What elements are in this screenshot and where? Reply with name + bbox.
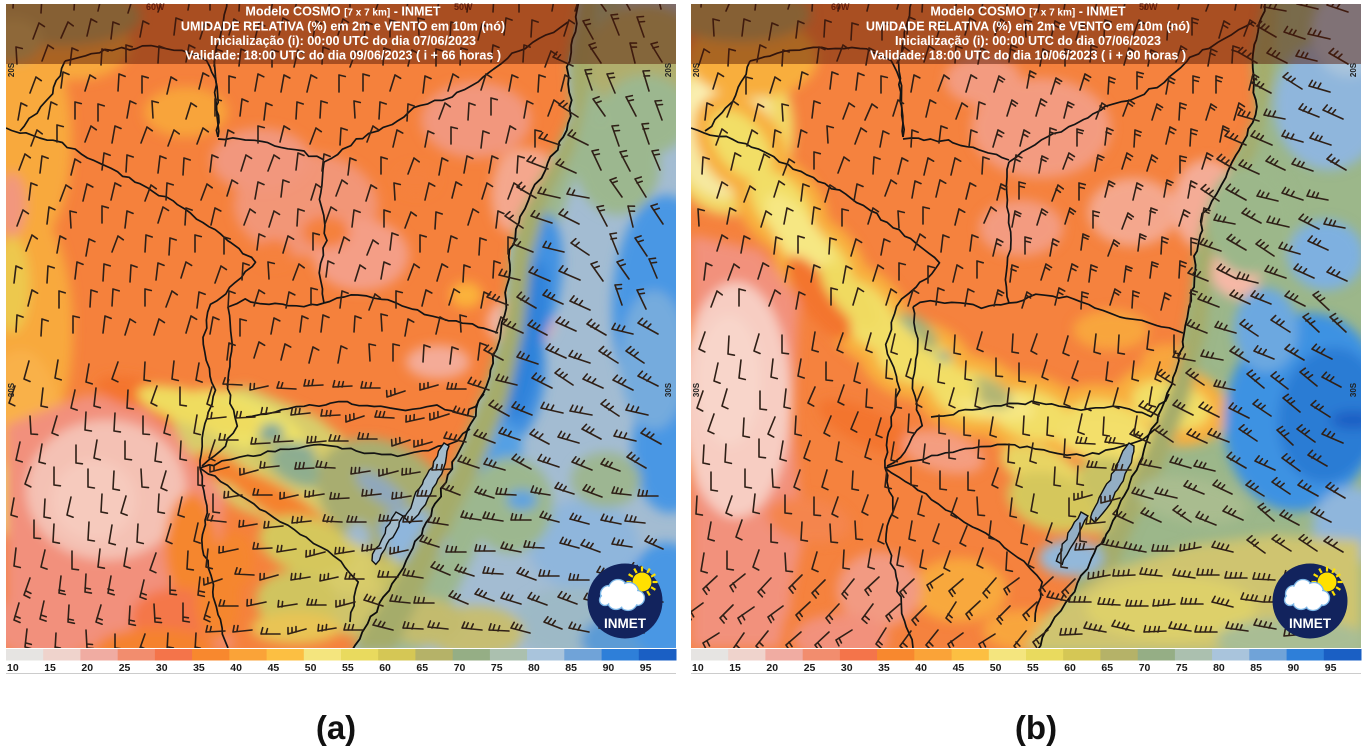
svg-text:10: 10 — [7, 662, 19, 674]
svg-text:20: 20 — [766, 662, 778, 674]
svg-text:20: 20 — [81, 662, 93, 674]
svg-text:90: 90 — [1288, 662, 1300, 674]
svg-text:60: 60 — [379, 662, 391, 674]
svg-text:50: 50 — [305, 662, 317, 674]
svg-text:(a): (a) — [316, 709, 356, 746]
svg-text:50W: 50W — [454, 2, 473, 12]
svg-text:75: 75 — [1176, 662, 1188, 674]
svg-text:Inicialização (i): 00:00 UTC d: Inicialização (i): 00:00 UTC do dia 07/0… — [895, 34, 1161, 48]
svg-text:30S: 30S — [664, 382, 673, 397]
svg-text:25: 25 — [119, 662, 131, 674]
svg-text:65: 65 — [1101, 662, 1113, 674]
svg-text:15: 15 — [729, 662, 741, 674]
svg-text:75: 75 — [491, 662, 503, 674]
svg-text:95: 95 — [1325, 662, 1337, 674]
svg-text:85: 85 — [565, 662, 577, 674]
svg-text:Modelo COSMO [7 x 7 km] - INME: Modelo COSMO [7 x 7 km] - INMET — [245, 5, 440, 19]
svg-text:30: 30 — [841, 662, 853, 674]
svg-text:60W: 60W — [146, 2, 165, 12]
svg-text:50: 50 — [990, 662, 1002, 674]
svg-text:45: 45 — [268, 662, 280, 674]
svg-text:20S: 20S — [1349, 62, 1358, 77]
svg-text:55: 55 — [1027, 662, 1039, 674]
svg-text:85: 85 — [1250, 662, 1262, 674]
svg-text:40: 40 — [915, 662, 927, 674]
svg-text:90: 90 — [603, 662, 615, 674]
svg-text:INMET: INMET — [604, 616, 647, 631]
svg-text:30: 30 — [156, 662, 168, 674]
svg-text:10: 10 — [692, 662, 704, 674]
svg-text:50W: 50W — [1139, 2, 1158, 12]
svg-text:20S: 20S — [664, 62, 673, 77]
svg-text:65: 65 — [416, 662, 428, 674]
svg-text:80: 80 — [528, 662, 540, 674]
svg-text:70: 70 — [454, 662, 466, 674]
svg-text:15: 15 — [44, 662, 56, 674]
svg-text:UMIDADE RELATIVA (%) em 2m e V: UMIDADE RELATIVA (%) em 2m e VENTO em 10… — [866, 20, 1190, 34]
svg-text:40: 40 — [230, 662, 242, 674]
svg-text:Modelo COSMO [7 x 7 km] - INME: Modelo COSMO [7 x 7 km] - INMET — [930, 5, 1125, 19]
svg-text:Validade: 18:00 UTC do dia 09/: Validade: 18:00 UTC do dia 09/06/2023 ( … — [185, 49, 501, 63]
svg-text:60W: 60W — [831, 2, 850, 12]
svg-text:25: 25 — [804, 662, 816, 674]
svg-text:55: 55 — [342, 662, 354, 674]
svg-text:70: 70 — [1139, 662, 1151, 674]
svg-text:20S: 20S — [692, 62, 701, 77]
svg-text:45: 45 — [953, 662, 965, 674]
svg-text:80: 80 — [1213, 662, 1225, 674]
svg-text:95: 95 — [640, 662, 652, 674]
svg-text:35: 35 — [878, 662, 890, 674]
svg-text:Inicialização (i): 00:00 UTC d: Inicialização (i): 00:00 UTC do dia 07/0… — [210, 34, 476, 48]
svg-text:Validade: 18:00 UTC do dia 10/: Validade: 18:00 UTC do dia 10/06/2023 ( … — [870, 49, 1186, 63]
svg-text:UMIDADE RELATIVA (%) em 2m e V: UMIDADE RELATIVA (%) em 2m e VENTO em 10… — [181, 20, 505, 34]
svg-text:30S: 30S — [1349, 382, 1358, 397]
svg-text:20S: 20S — [7, 62, 16, 77]
svg-text:30S: 30S — [692, 382, 701, 397]
svg-text:30S: 30S — [7, 382, 16, 397]
svg-text:60: 60 — [1064, 662, 1076, 674]
svg-text:(b): (b) — [1015, 709, 1057, 746]
svg-text:INMET: INMET — [1289, 616, 1332, 631]
svg-text:35: 35 — [193, 662, 205, 674]
